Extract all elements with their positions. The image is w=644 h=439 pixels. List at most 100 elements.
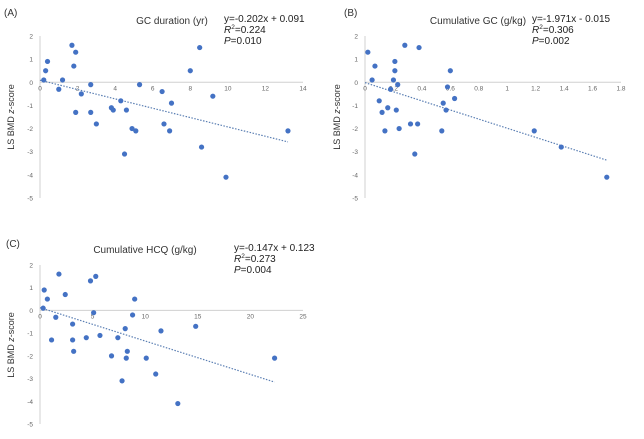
x-tick-label: 10	[142, 313, 150, 320]
y-axis-label: LS BMD z-score	[6, 84, 16, 150]
data-point	[175, 400, 181, 407]
data-point	[41, 77, 47, 83]
data-point	[56, 86, 62, 92]
data-point	[388, 86, 394, 92]
x-tick-label: 15	[194, 313, 202, 320]
data-point	[93, 121, 99, 127]
y-tick-label: -3	[352, 149, 358, 156]
y-axis-label-z: z	[332, 109, 342, 115]
data-point	[83, 335, 89, 341]
y-tick-label: -2	[27, 126, 33, 133]
data-point	[132, 296, 138, 302]
y-tick-label: -4	[27, 172, 33, 179]
y-axis-label-suffix: -score	[332, 84, 342, 109]
data-point	[443, 107, 449, 113]
y-axis-label-prefix: LS BMD	[332, 114, 342, 150]
data-point	[390, 77, 397, 83]
data-point	[71, 348, 77, 354]
x-tick-label: 0	[38, 313, 42, 320]
data-point	[136, 82, 143, 88]
y-tick-label: -5	[27, 196, 33, 203]
x-tick-label: 2	[76, 85, 80, 92]
r-squared-exponent: 2	[231, 24, 235, 31]
p-value-number: =0.002	[539, 36, 570, 47]
y-tick-label: -3	[27, 376, 33, 383]
data-point	[129, 125, 135, 132]
data-point	[159, 88, 165, 95]
y-tick-label: 0	[354, 80, 358, 87]
data-point	[87, 278, 94, 284]
trendline	[364, 82, 607, 161]
data-point	[122, 326, 128, 332]
x-tick-label: 14	[299, 85, 307, 92]
data-point	[161, 121, 167, 127]
p-value-symbol: P	[234, 265, 241, 276]
data-point	[108, 353, 115, 359]
x-tick-label: 1	[505, 85, 509, 92]
x-tick-label: 20	[247, 313, 255, 320]
y-tick-label: -5	[27, 422, 33, 429]
p-value-symbol: P	[532, 36, 539, 47]
x-tick-label: 0.2	[389, 85, 398, 92]
y-tick-label: 0	[29, 80, 33, 87]
data-point	[62, 291, 68, 298]
data-point	[187, 68, 193, 74]
r-squared-exponent: 2	[539, 24, 543, 31]
y-tick-label: 0	[29, 308, 33, 315]
r-squared-value: =0.224	[235, 25, 266, 36]
x-tick-label: 0	[363, 85, 367, 92]
y-tick-label: 1	[29, 285, 33, 292]
regression-equation: y=-1.971x - 0.015	[532, 14, 611, 25]
y-tick-label: -4	[352, 172, 358, 179]
data-point	[444, 84, 451, 90]
data-point	[70, 337, 76, 343]
data-point	[123, 355, 129, 361]
data-point	[392, 68, 398, 74]
y-tick-label: 1	[354, 57, 358, 64]
chart-title: Cumulative GC (g/kg)	[430, 16, 526, 27]
y-axis-label: LS BMD z-score	[332, 84, 342, 150]
p-value: P=0.004	[234, 265, 272, 276]
x-tick-label: 1.2	[531, 85, 540, 92]
x-tick-label: 0	[38, 85, 42, 92]
data-point	[71, 63, 77, 69]
y-axis-label-z: z	[6, 109, 16, 115]
data-point	[44, 296, 50, 302]
data-point	[73, 109, 79, 115]
x-tick-label: 0.8	[474, 85, 483, 92]
x-tick-label: 10	[224, 85, 232, 92]
data-point	[439, 128, 445, 134]
data-point	[382, 128, 388, 134]
chart-title: Cumulative HCQ (g/kg)	[93, 245, 196, 256]
x-tick-label: 1.8	[616, 85, 625, 92]
data-point	[70, 321, 76, 327]
x-tick-label: 5	[91, 313, 95, 320]
data-point	[48, 337, 55, 343]
data-point	[197, 44, 203, 51]
data-point	[396, 125, 402, 132]
data-point	[121, 151, 128, 157]
regression-equation: y=-0.202x + 0.091	[224, 14, 305, 25]
data-point	[376, 98, 382, 104]
y-tick-label: -4	[27, 399, 33, 406]
data-point	[167, 128, 173, 134]
x-tick-label: 1.6	[588, 85, 597, 92]
data-point	[78, 91, 84, 97]
data-point	[379, 109, 385, 115]
y-axis-label-prefix: LS BMD	[6, 114, 16, 150]
data-point	[44, 58, 51, 65]
data-point	[143, 355, 149, 361]
x-tick-label: 25	[299, 313, 307, 320]
data-point	[412, 151, 418, 157]
y-tick-label: -1	[27, 103, 33, 110]
data-point	[115, 335, 121, 341]
data-point	[97, 332, 103, 339]
y-axis-label: LS BMD z-score	[6, 312, 16, 378]
data-point	[91, 310, 97, 316]
trendline	[39, 307, 275, 383]
x-tick-label: 8	[188, 85, 192, 92]
r-squared: R2=0.273	[234, 253, 276, 265]
y-axis-label-suffix: -score	[6, 84, 16, 109]
y-tick-label: -5	[352, 196, 358, 203]
data-point	[73, 49, 79, 55]
